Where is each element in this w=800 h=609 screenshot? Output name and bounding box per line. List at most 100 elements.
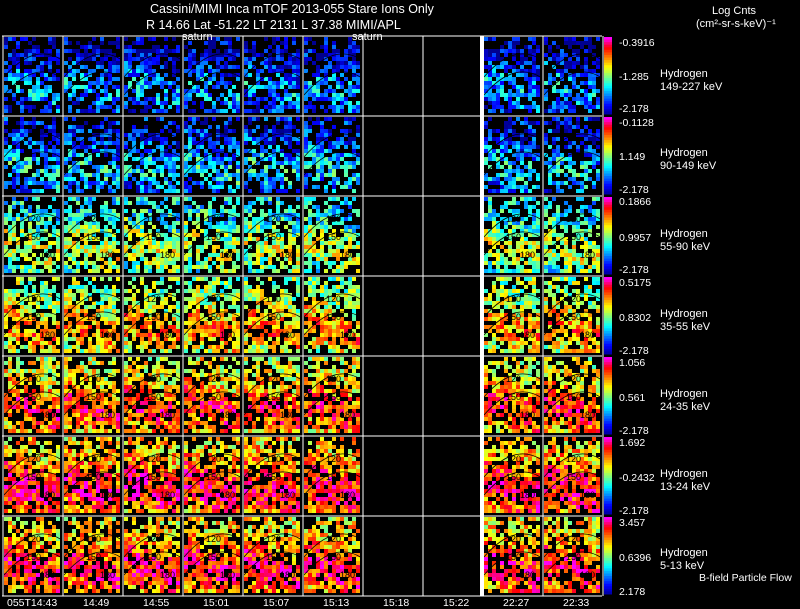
heatmap-cell <box>236 37 240 41</box>
heatmap-cell <box>516 89 520 93</box>
heatmap-cell <box>8 105 12 109</box>
heatmap-cell <box>44 301 48 305</box>
heatmap-cell <box>248 129 252 133</box>
heatmap-cell <box>172 233 176 237</box>
heatmap-cell <box>356 209 360 213</box>
heatmap-cell <box>12 333 16 337</box>
heatmap-cell <box>48 345 52 349</box>
heatmap-cell <box>288 153 292 157</box>
heatmap-cell <box>224 125 228 129</box>
heatmap-cell <box>592 249 596 253</box>
heatmap-cell <box>284 289 288 293</box>
heatmap-cell <box>556 73 560 77</box>
heatmap-cell <box>320 105 324 109</box>
heatmap-cell <box>264 265 268 269</box>
heatmap-cell <box>220 317 224 321</box>
heatmap-cell <box>288 141 292 145</box>
heatmap-cell <box>212 109 216 113</box>
heatmap-cell <box>160 109 164 113</box>
heatmap-cell <box>124 93 128 97</box>
heatmap-cell <box>172 101 176 105</box>
heatmap-cell <box>56 277 60 281</box>
heatmap-cell <box>580 89 584 93</box>
heatmap-cell <box>260 265 264 269</box>
heatmap-cell <box>548 269 552 273</box>
heatmap-cell <box>92 237 96 241</box>
heatmap-cell <box>292 309 296 313</box>
heatmap-cell <box>172 261 176 265</box>
heatmap-cell <box>156 325 160 329</box>
heatmap-cell <box>164 137 168 141</box>
heatmap-cell <box>264 177 268 181</box>
heatmap-cell <box>532 229 536 233</box>
heatmap-cell <box>12 253 16 257</box>
heatmap-cell <box>124 245 128 249</box>
heatmap-cell <box>136 213 140 217</box>
heatmap-cell <box>244 293 248 297</box>
heatmap-cell <box>92 173 96 177</box>
heatmap-cell <box>564 213 568 217</box>
heatmap-cell <box>252 209 256 213</box>
heatmap-cell <box>568 153 572 157</box>
heatmap-cell <box>208 257 212 261</box>
heatmap-cell <box>216 317 220 321</box>
heatmap-cell <box>156 289 160 293</box>
heatmap-cell <box>16 213 20 217</box>
heatmap-cell <box>204 241 208 245</box>
heatmap-cell <box>88 81 92 85</box>
heatmap-cell <box>160 149 164 153</box>
heatmap-cell <box>184 89 188 93</box>
heatmap-cell <box>144 73 148 77</box>
heatmap-cell <box>484 93 488 97</box>
heatmap-cell <box>252 137 256 141</box>
heatmap-cell <box>276 229 280 233</box>
heatmap-cell <box>564 269 568 273</box>
heatmap-cell <box>92 269 96 273</box>
heatmap-cell <box>100 313 104 317</box>
heatmap-cell <box>160 145 164 149</box>
heatmap-cell <box>40 269 44 273</box>
heatmap-cell <box>528 125 532 129</box>
heatmap-cell <box>124 69 128 73</box>
heatmap-cell <box>176 253 180 257</box>
heatmap-cell <box>92 249 96 253</box>
heatmap-cell <box>260 197 264 201</box>
heatmap-cell <box>536 45 540 49</box>
heatmap-cell <box>208 141 212 145</box>
heatmap-cell <box>288 241 292 245</box>
heatmap-cell <box>44 149 48 153</box>
heatmap-cell <box>344 305 348 309</box>
heatmap-cell <box>508 229 512 233</box>
heatmap-cell <box>292 77 296 81</box>
heatmap-cell <box>12 329 16 333</box>
heatmap-cell <box>116 197 120 201</box>
heatmap-cell <box>148 85 152 89</box>
heatmap-cell <box>44 49 48 53</box>
heatmap-cell <box>556 257 560 261</box>
heatmap-cell <box>168 165 172 169</box>
heatmap-cell <box>92 265 96 269</box>
heatmap-cell <box>500 85 504 89</box>
heatmap-cell <box>196 349 200 353</box>
heatmap-cell <box>64 41 68 45</box>
heatmap-cell <box>592 201 596 205</box>
heatmap-cell <box>484 257 488 261</box>
heatmap-cell <box>140 241 144 245</box>
heatmap-cell <box>332 125 336 129</box>
heatmap-cell <box>116 337 120 341</box>
heatmap-cell <box>184 221 188 225</box>
heatmap-cell <box>28 213 32 217</box>
heatmap-cell <box>8 65 12 69</box>
heatmap-cell <box>580 197 584 201</box>
heatmap-cell <box>168 57 172 61</box>
heatmap-cell <box>112 69 116 73</box>
heatmap-cell <box>488 153 492 157</box>
heatmap-cell <box>140 81 144 85</box>
heatmap-cell <box>84 201 88 205</box>
heatmap-cell <box>188 233 192 237</box>
heatmap-cell <box>304 69 308 73</box>
heatmap-cell <box>512 77 516 81</box>
heatmap-cell <box>520 169 524 173</box>
heatmap-cell <box>484 269 488 273</box>
heatmap-cell <box>188 217 192 221</box>
